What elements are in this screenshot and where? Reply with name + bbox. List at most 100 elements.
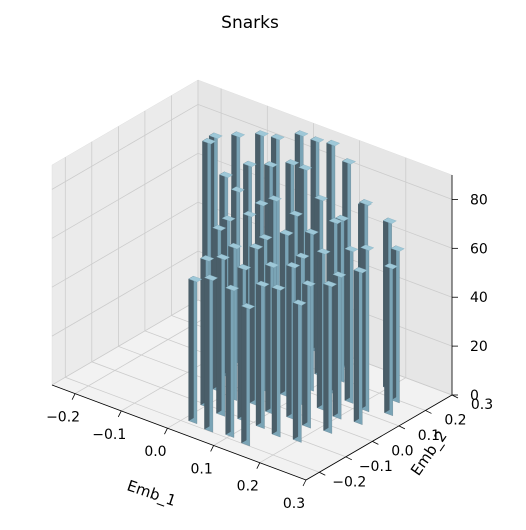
bar-top-face — [328, 217, 343, 225]
bar-top-face — [342, 158, 356, 165]
y-tick-label: 0.3 — [471, 397, 493, 413]
bar-top-face — [204, 274, 218, 281]
bar-top-face — [268, 195, 282, 202]
bar-top-face — [188, 275, 203, 283]
axis-lines — [51, 175, 459, 487]
bar — [255, 280, 270, 429]
y-tick-mark — [398, 425, 406, 430]
bar-top-face — [231, 186, 245, 193]
x-axis-line — [51, 384, 307, 481]
bar-side-face — [279, 229, 286, 395]
bar-top-face — [264, 161, 278, 168]
bar-side-face — [204, 274, 210, 430]
bar-top-face — [294, 130, 309, 137]
x-tick-label: −0.1 — [92, 427, 126, 443]
x-tick-mark — [164, 428, 168, 435]
bars-group — [188, 130, 405, 447]
bar-top-face — [382, 217, 397, 224]
bar-side-face — [241, 303, 247, 444]
z-tick-label: 0 — [470, 388, 479, 404]
bar-top-face — [231, 131, 246, 138]
z-tick-label: 40 — [470, 290, 488, 306]
bar — [241, 303, 255, 447]
bar-side-face — [316, 248, 323, 408]
y-tick-label: 0.2 — [444, 412, 466, 428]
bar-side-face — [332, 271, 338, 417]
z-tick-label: 60 — [470, 241, 488, 257]
bar-top-face — [353, 267, 368, 274]
bar-top-face — [314, 194, 329, 202]
bar-top-face — [332, 271, 347, 278]
bar-top-face — [221, 215, 236, 222]
z-tick-label: 20 — [470, 339, 488, 355]
bar — [323, 280, 338, 434]
x-tick-mark — [117, 410, 122, 418]
bar-top-face — [200, 255, 215, 262]
bar-top-face — [225, 284, 240, 292]
bar-top-face — [286, 262, 301, 269]
bar-top-face — [255, 130, 269, 137]
y-tick-label: 0.1 — [418, 428, 440, 444]
x-tick-label: 0.3 — [283, 496, 305, 512]
bar-top-face — [359, 199, 374, 206]
x-tick-mark — [302, 479, 307, 487]
bar-top-face — [302, 280, 316, 287]
bar — [216, 253, 230, 417]
bar-side-face — [292, 299, 299, 440]
bar — [332, 271, 347, 420]
y-tick-label: 0.0 — [391, 443, 413, 459]
bar-top-face — [258, 234, 273, 241]
bar-side-face — [225, 284, 231, 435]
bar-top-face — [265, 261, 279, 268]
y-tick-label: −0.1 — [359, 459, 393, 475]
bar-side-face — [384, 262, 390, 413]
bar-top-face — [219, 171, 234, 178]
tick-labels: −0.2−0.10.00.10.20.3−0.2−0.10.00.10.20.3… — [46, 192, 493, 512]
bar-top-face — [237, 264, 252, 271]
x-tick-mark — [210, 445, 214, 452]
bar-side-face — [255, 280, 262, 426]
bar-side-face — [344, 245, 350, 401]
x-tick-label: −0.2 — [46, 410, 80, 426]
x-tick-label: 0.1 — [191, 461, 213, 477]
bar-top-face — [285, 159, 300, 166]
bar — [188, 275, 203, 425]
bar — [292, 299, 307, 443]
bar — [384, 262, 398, 417]
bar-top-face — [323, 280, 338, 288]
bar-top-face — [208, 132, 223, 139]
x-axis-label: Emb_1 — [124, 477, 178, 511]
bar — [265, 261, 279, 415]
x-tick-mark — [256, 462, 261, 469]
bar-top-face — [390, 245, 405, 252]
bar-top-face — [316, 248, 331, 255]
bar — [344, 245, 359, 404]
bar-top-face — [270, 133, 285, 141]
bar-side-face — [353, 266, 359, 422]
bar-side-face — [188, 275, 194, 421]
bar-top-face — [249, 243, 264, 250]
bar — [353, 266, 368, 425]
z-gridline — [51, 103, 453, 200]
x-tick-label: 0.0 — [144, 444, 166, 460]
bar-top-face — [304, 228, 319, 235]
bar-top-face — [202, 138, 216, 145]
bar-top-face — [384, 263, 398, 270]
bar — [316, 248, 331, 412]
bar-side-face — [271, 284, 277, 435]
bar-side-face — [323, 280, 329, 431]
bar — [286, 262, 301, 421]
y-tick-mark — [451, 394, 459, 399]
bar-top-face — [298, 164, 313, 171]
bar — [225, 284, 240, 438]
bar-top-face — [292, 299, 307, 306]
y-tick-label: −0.2 — [332, 474, 366, 490]
y-tick-mark — [372, 441, 379, 445]
bar-top-face — [228, 242, 242, 250]
bar — [249, 243, 264, 407]
bar-top-face — [255, 280, 270, 288]
bar-top-face — [243, 160, 257, 168]
bar-top-face — [241, 303, 255, 310]
bar-top-face — [326, 139, 341, 147]
